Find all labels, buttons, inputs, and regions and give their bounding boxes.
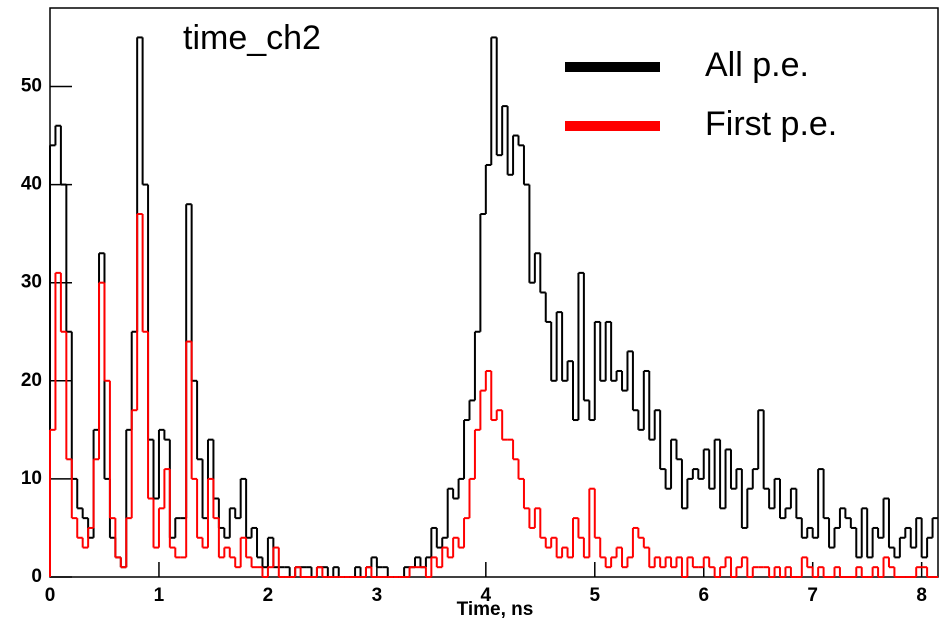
x-tick-label: 8 (916, 585, 927, 606)
legend-label: All p.e. (705, 46, 809, 84)
y-tick-label: 30 (21, 272, 42, 293)
chart-title: time_ch2 (183, 19, 321, 57)
x-tick-label: 2 (263, 585, 274, 606)
x-tick-label: 0 (45, 585, 56, 606)
x-tick-label: 4 (481, 585, 492, 606)
x-tick-label: 1 (154, 585, 165, 606)
y-tick-label: 50 (21, 75, 42, 96)
x-tick-label: 6 (698, 585, 709, 606)
y-tick-label: 40 (21, 174, 42, 195)
y-tick-label: 20 (21, 370, 42, 391)
y-tick-label: 10 (21, 468, 42, 489)
x-axis-label: Time, ns (457, 599, 534, 620)
plot-frame (49, 7, 939, 578)
x-tick-label: 3 (372, 585, 383, 606)
x-tick-label: 5 (589, 585, 600, 606)
y-tick-label: 0 (31, 566, 42, 587)
x-tick-label: 7 (807, 585, 818, 606)
legend-label: First p.e. (705, 105, 837, 143)
